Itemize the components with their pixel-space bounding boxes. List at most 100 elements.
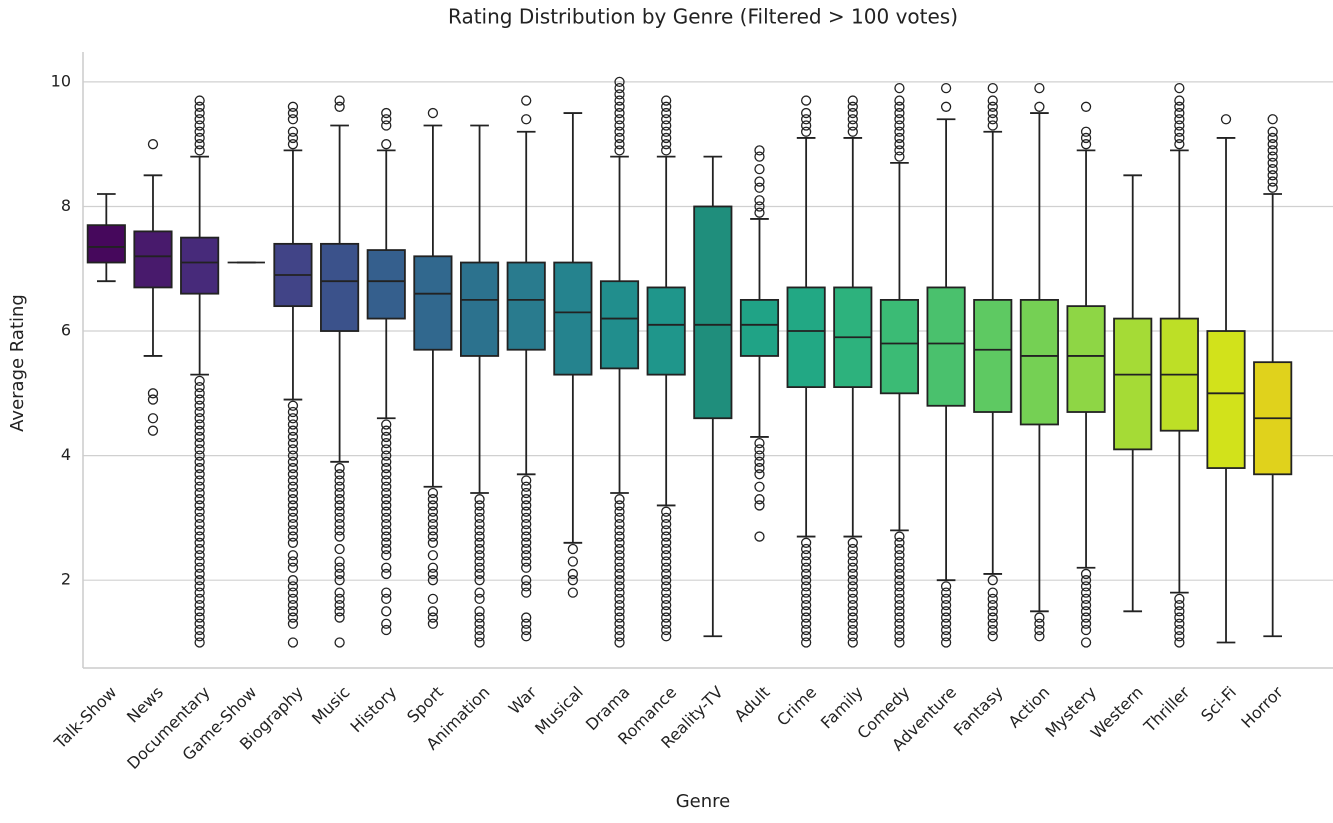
outlier <box>661 624 672 636</box>
outlier <box>194 107 205 119</box>
outlier <box>1034 101 1045 112</box>
outlier <box>287 462 299 474</box>
outlier <box>614 581 625 592</box>
outlier <box>614 126 625 137</box>
outlier <box>940 593 952 605</box>
outlier <box>847 599 858 611</box>
outlier <box>334 587 345 598</box>
outlier <box>381 518 392 530</box>
outlier <box>334 575 345 586</box>
box <box>879 298 920 395</box>
outlier <box>661 599 672 611</box>
outlier <box>894 618 905 629</box>
outlier <box>334 562 345 573</box>
x-tick-label: Horror <box>1237 682 1287 732</box>
outlier <box>800 126 812 137</box>
box <box>1206 330 1246 469</box>
outlier <box>287 531 299 542</box>
outlier <box>427 606 439 617</box>
outlier <box>987 599 998 611</box>
outlier <box>1080 568 1092 580</box>
outlier <box>614 76 625 88</box>
outlier <box>287 537 299 548</box>
outlier <box>1174 101 1185 112</box>
outlier <box>287 606 299 617</box>
outlier <box>847 101 858 112</box>
outlier <box>1174 95 1185 106</box>
outlier <box>847 107 858 119</box>
outlier <box>614 606 625 617</box>
outlier <box>614 562 625 573</box>
outlier <box>521 114 532 125</box>
outlier <box>661 518 672 530</box>
outlier <box>661 506 672 517</box>
outlier <box>381 531 392 542</box>
outlier <box>1080 593 1092 605</box>
outlier <box>847 618 858 629</box>
outlier <box>847 114 858 125</box>
box <box>739 298 780 357</box>
outlier <box>894 145 905 156</box>
outlier <box>894 637 905 648</box>
outlier <box>754 182 765 193</box>
outlier <box>334 637 345 648</box>
outlier <box>194 531 205 542</box>
box <box>1019 298 1059 426</box>
box <box>926 286 966 407</box>
outlier <box>894 139 905 150</box>
outlier <box>287 587 299 598</box>
outlier <box>847 587 858 598</box>
outlier <box>661 587 672 598</box>
outlier <box>521 581 532 592</box>
outlier <box>194 431 205 443</box>
outlier <box>754 456 765 467</box>
outlier <box>847 537 858 548</box>
outlier <box>987 593 998 605</box>
outlier <box>381 107 392 119</box>
outlier <box>427 593 439 605</box>
outlier <box>940 587 952 598</box>
outlier <box>334 95 345 106</box>
outlier <box>661 120 672 131</box>
outlier <box>381 114 392 125</box>
outlier <box>614 568 625 580</box>
outlier <box>287 481 299 492</box>
outlier <box>287 107 299 119</box>
outlier <box>147 425 159 436</box>
outlier <box>1174 618 1185 629</box>
outlier <box>334 599 345 611</box>
outlier <box>474 512 485 524</box>
outlier <box>847 581 858 592</box>
outlier <box>474 575 485 586</box>
outlier <box>194 624 205 636</box>
outlier <box>661 568 672 580</box>
outlier <box>194 101 205 112</box>
outlier <box>474 518 485 530</box>
outlier <box>847 593 858 605</box>
outlier <box>287 139 299 150</box>
outlier <box>1034 618 1045 629</box>
outlier <box>147 394 159 405</box>
outlier <box>194 469 205 480</box>
outlier <box>800 107 812 119</box>
box <box>133 230 173 289</box>
outlier <box>754 500 765 511</box>
outlier <box>614 531 625 542</box>
outlier <box>661 101 672 112</box>
box <box>599 280 640 370</box>
outlier <box>287 518 299 530</box>
outlier <box>194 400 205 411</box>
outlier <box>894 587 905 598</box>
outlier <box>894 612 905 623</box>
outlier <box>287 562 299 573</box>
outlier <box>381 494 392 505</box>
outlier <box>661 132 672 144</box>
outlier <box>287 599 299 611</box>
outlier <box>940 606 952 617</box>
outlier <box>894 151 905 162</box>
outlier <box>1174 593 1185 605</box>
outlier <box>614 139 625 150</box>
outlier <box>800 612 812 623</box>
box <box>506 261 546 351</box>
